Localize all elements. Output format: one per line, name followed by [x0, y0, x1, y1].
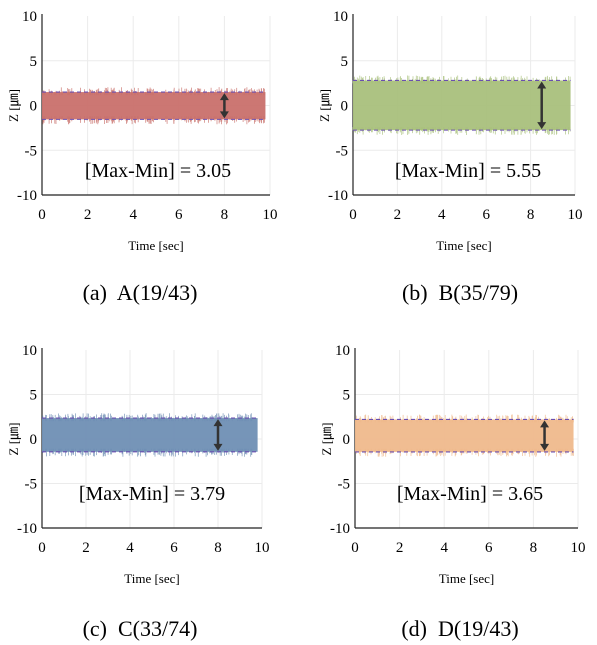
x-tick-label: 8: [527, 207, 535, 223]
x-tick-label: 10: [571, 540, 586, 556]
y-tick-label: 10: [22, 343, 37, 359]
range-arrow-head-up: [540, 420, 550, 428]
y-tick-label: 10: [333, 9, 348, 25]
x-tick-label: 6: [482, 207, 490, 223]
x-axis-label: Time [sec]: [124, 571, 180, 586]
range-arrow-head-down: [213, 443, 223, 451]
signal-band: [42, 92, 266, 120]
x-tick-label: 2: [82, 540, 90, 556]
x-tick-label: 6: [175, 207, 183, 223]
x-tick-label: 0: [349, 207, 357, 223]
x-axis-label: Time [sec]: [128, 238, 184, 253]
range-arrow-head-up: [219, 93, 229, 101]
signal-band: [355, 419, 574, 452]
y-tick-label: -10: [17, 188, 37, 204]
y-tick-label: -5: [338, 477, 351, 493]
y-axis-label: Z [㎛]: [6, 89, 22, 122]
x-tick-label: 10: [255, 540, 270, 556]
x-tick-label: 0: [38, 540, 46, 556]
x-tick-label: 4: [126, 540, 134, 556]
x-tick-label: 10: [263, 207, 278, 223]
max-min-annotation: [Max-Min] = 3.05: [85, 160, 231, 182]
y-tick-label: -5: [25, 477, 38, 493]
range-arrow-head-up: [537, 81, 547, 89]
y-tick-label: -5: [336, 143, 349, 159]
y-tick-label: 10: [335, 343, 350, 359]
x-tick-label: 6: [170, 540, 178, 556]
panel-caption: (d) D(19/43): [401, 616, 518, 641]
panel-caption: (b) B(35/79): [402, 280, 518, 305]
y-tick-label: 5: [30, 54, 38, 70]
y-tick-label: 10: [22, 9, 37, 25]
panel-caption: (c) C(33/74): [83, 616, 198, 641]
max-min-annotation: [Max-Min] = 5.55: [395, 160, 541, 182]
y-tick-label: 5: [341, 54, 349, 70]
range-arrow-head-down: [219, 111, 229, 119]
x-axis-label: Time [sec]: [436, 238, 492, 253]
x-axis-label: Time [sec]: [439, 571, 495, 586]
y-tick-label: 0: [30, 99, 38, 115]
panel-caption: (a) A(19/43): [83, 280, 198, 305]
x-tick-label: 2: [84, 207, 92, 223]
y-tick-label: 0: [341, 99, 349, 115]
max-min-annotation: [Max-Min] = 3.65: [397, 483, 543, 505]
x-tick-label: 0: [38, 207, 46, 223]
x-tick-label: 4: [438, 207, 446, 223]
range-arrow-head-down: [540, 443, 550, 451]
range-arrow-head-up: [213, 419, 223, 427]
x-tick-label: 8: [221, 207, 229, 223]
signal-band: [353, 80, 571, 131]
max-min-annotation: [Max-Min] = 3.79: [79, 483, 225, 505]
y-tick-label: 0: [30, 432, 38, 448]
x-tick-label: 4: [440, 540, 448, 556]
y-tick-label: -5: [25, 143, 38, 159]
x-tick-label: 10: [568, 207, 583, 223]
x-tick-label: 6: [485, 540, 493, 556]
y-tick-label: 5: [30, 388, 38, 404]
y-axis-label: Z [㎛]: [317, 89, 333, 122]
y-tick-label: 0: [343, 432, 351, 448]
x-tick-label: 2: [394, 207, 402, 223]
y-tick-label: -10: [17, 521, 37, 537]
x-tick-label: 2: [396, 540, 404, 556]
y-axis-label: Z [㎛]: [319, 423, 335, 456]
x-tick-label: 4: [129, 207, 137, 223]
x-tick-label: 0: [351, 540, 359, 556]
x-tick-label: 8: [214, 540, 222, 556]
range-arrow-head-down: [537, 122, 547, 130]
y-axis-label: Z [㎛]: [6, 423, 22, 456]
y-tick-label: -10: [330, 521, 350, 537]
y-tick-label: 5: [343, 388, 351, 404]
x-tick-label: 8: [530, 540, 538, 556]
signal-band: [42, 418, 258, 452]
y-tick-label: -10: [328, 188, 348, 204]
